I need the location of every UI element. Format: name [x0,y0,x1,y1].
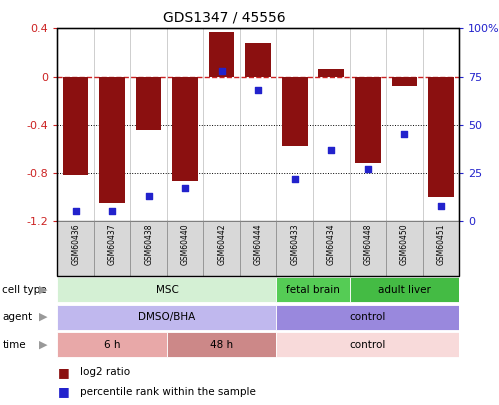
Point [437,202,445,209]
Bar [276,221,313,276]
Text: adult liver: adult liver [378,285,431,294]
Bar [57,277,276,302]
Bar [282,77,307,147]
Point [291,175,299,182]
Text: log2 ratio: log2 ratio [80,367,130,377]
Bar [63,77,88,175]
Text: GSM60451: GSM60451 [436,224,445,265]
Bar [355,77,381,163]
Text: GSM60448: GSM60448 [363,224,372,265]
Bar [204,221,240,276]
Point [327,147,335,153]
Bar [423,221,459,276]
Text: ▶: ▶ [39,340,47,350]
Text: control: control [350,312,386,322]
Text: GSM60434: GSM60434 [327,224,336,266]
Text: ▶: ▶ [39,285,47,294]
Bar [57,332,167,357]
Text: ■: ■ [57,386,69,399]
Text: fetal brain: fetal brain [286,285,340,294]
Bar [173,77,198,181]
Bar [276,277,349,302]
Point [364,166,372,172]
Text: GSM60437: GSM60437 [108,224,117,266]
Bar [276,305,459,330]
Bar [313,221,349,276]
Bar [99,77,125,203]
Text: ▶: ▶ [39,312,47,322]
Text: GSM60440: GSM60440 [181,224,190,266]
Text: time: time [2,340,26,350]
Text: GSM60436: GSM60436 [71,224,80,266]
Bar [94,221,130,276]
Text: 48 h: 48 h [210,340,233,350]
Point [181,185,189,192]
Text: percentile rank within the sample: percentile rank within the sample [80,387,255,397]
Text: cell type: cell type [2,285,47,294]
Bar [57,305,276,330]
Bar [386,221,423,276]
Bar [209,32,235,77]
Bar [276,332,459,357]
Text: ■: ■ [57,366,69,379]
Bar [349,221,386,276]
Point [400,131,408,138]
Bar [428,77,454,197]
Point [72,208,80,215]
Bar [167,221,204,276]
Point [218,68,226,74]
Text: GSM60438: GSM60438 [144,224,153,265]
Text: GSM60444: GSM60444 [253,224,263,266]
Bar [246,43,271,77]
Text: MSC: MSC [156,285,178,294]
Text: agent: agent [2,312,32,322]
Point [108,208,116,215]
Bar [392,77,417,86]
Text: GDS1347 / 45556: GDS1347 / 45556 [163,10,286,24]
Text: DMSO/BHA: DMSO/BHA [138,312,196,322]
Bar [349,277,459,302]
Bar [318,69,344,77]
Text: GSM60442: GSM60442 [217,224,226,265]
Point [145,193,153,199]
Bar [136,77,162,130]
Bar [240,221,276,276]
Bar [130,221,167,276]
Text: 6 h: 6 h [104,340,120,350]
Point [254,87,262,93]
Bar [167,332,276,357]
Text: control: control [350,340,386,350]
Text: GSM60450: GSM60450 [400,224,409,266]
Text: GSM60433: GSM60433 [290,224,299,266]
Bar [57,221,94,276]
